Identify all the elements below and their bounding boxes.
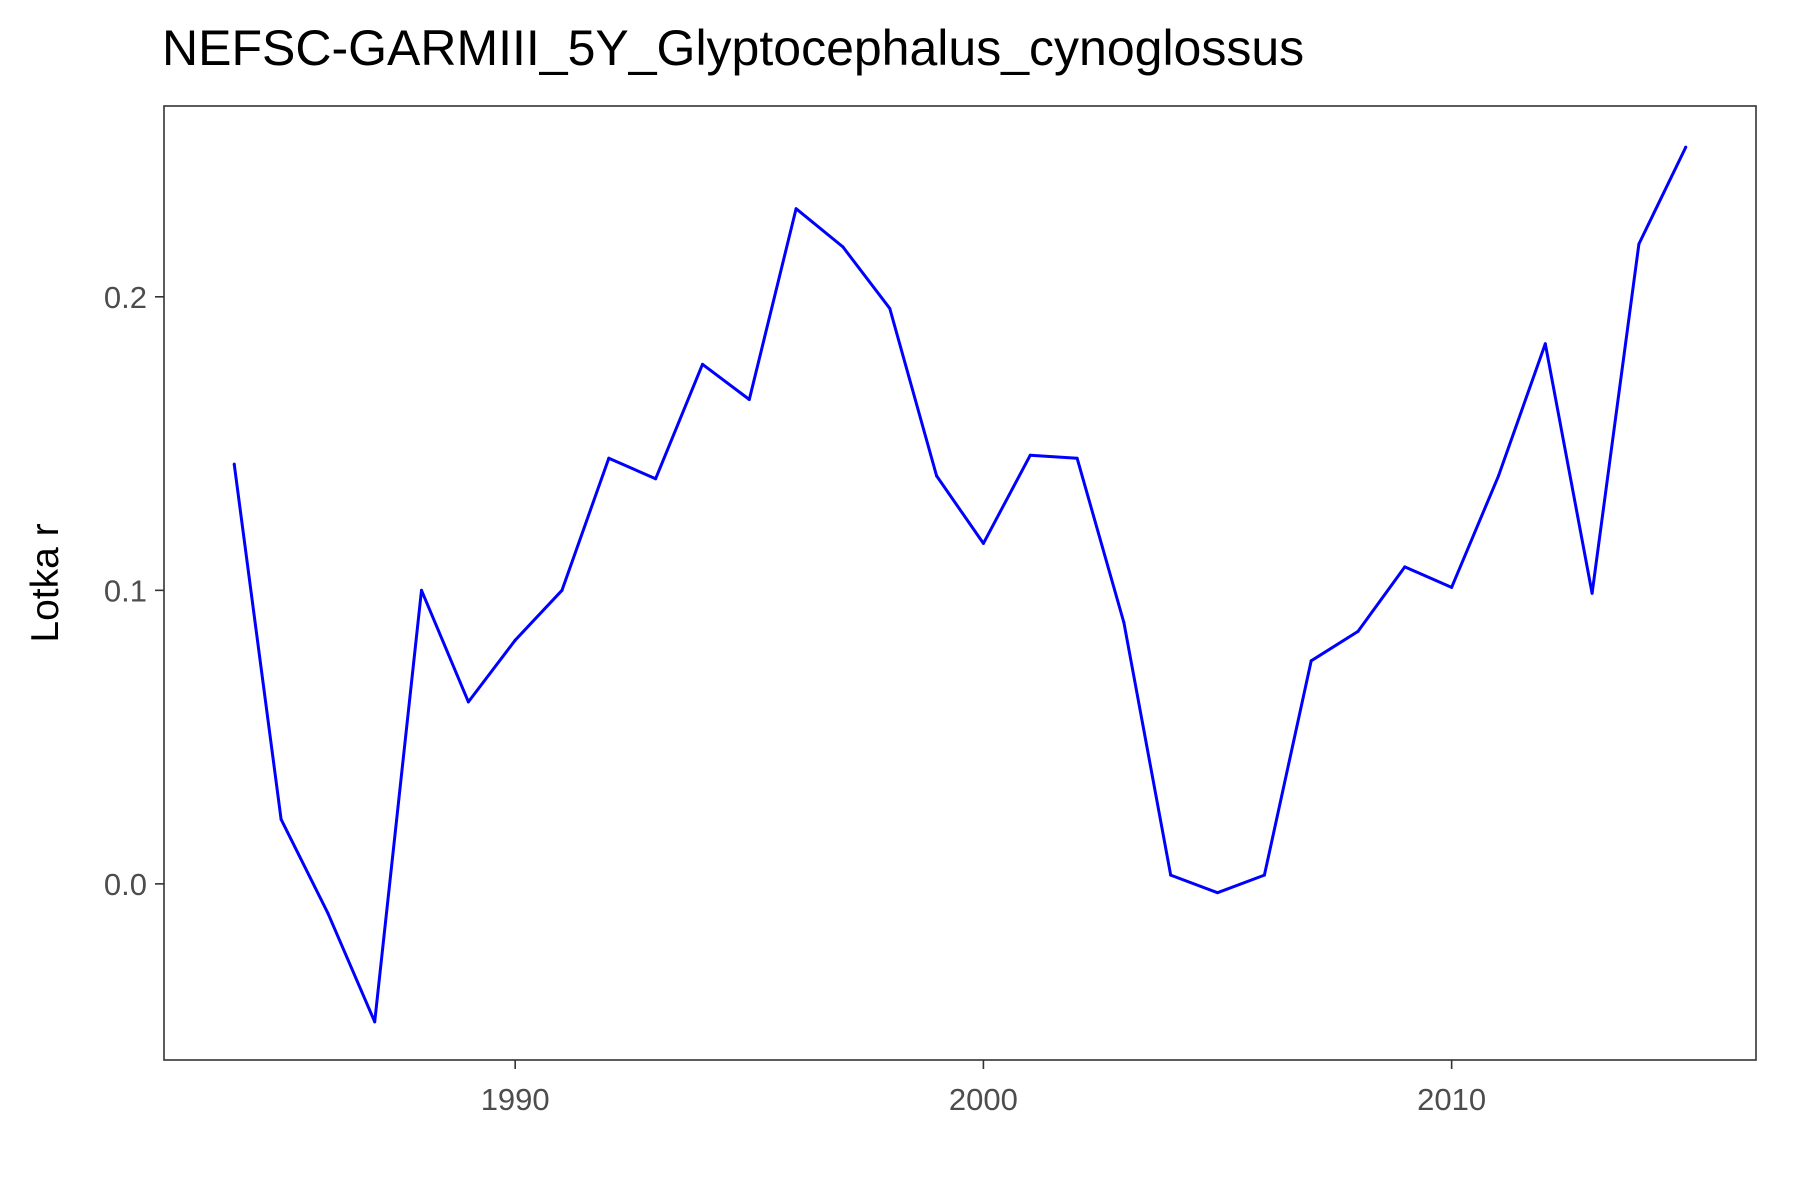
data-point [607,456,611,460]
y-tick-label: 0.0 [104,867,147,902]
data-point [1543,342,1547,346]
data-point [1684,145,1688,149]
data-point [1450,585,1454,589]
data-point [466,700,470,704]
data-point [1590,591,1594,595]
data-point [420,588,424,592]
data-point [1637,242,1641,246]
data-point [700,362,704,366]
plot-panel-border [163,105,1757,1061]
data-point [935,474,939,478]
data-point [1496,474,1500,478]
x-tick-label: 2010 [1417,1082,1486,1117]
data-point [1356,629,1360,633]
data-point [888,307,892,311]
data-point [1122,621,1126,625]
data-point [232,462,236,466]
data-point [747,398,751,402]
data-point [513,638,517,642]
data-point [326,911,330,915]
data-point [654,477,658,481]
data-point [373,1020,377,1024]
data-point [1262,873,1266,877]
x-tick-label: 1990 [481,1082,550,1117]
y-axis: 0.0 0.1 0.2 [104,280,164,902]
data-point [841,245,845,249]
series-layer [232,145,1688,1024]
y-tick-label: 0.1 [104,573,147,608]
chart-title: NEFSC-GARMIII_5Y_Glyptocephalus_cynoglos… [162,20,1304,76]
data-point [1309,659,1313,663]
series-line [232,146,1688,1024]
data-point [1075,456,1079,460]
y-tick-label: 0.2 [104,280,147,315]
data-point [794,207,798,211]
data-point [279,817,283,821]
y-axis-label: Lotka r [24,523,67,642]
data-point [1403,565,1407,569]
data-point [1216,891,1220,895]
x-axis: 1990 2000 2010 [481,1060,1486,1117]
data-point [560,588,564,592]
data-point [1169,873,1173,877]
data-point [981,541,985,545]
data-point [1028,453,1032,457]
x-tick-label: 2000 [949,1082,1018,1117]
